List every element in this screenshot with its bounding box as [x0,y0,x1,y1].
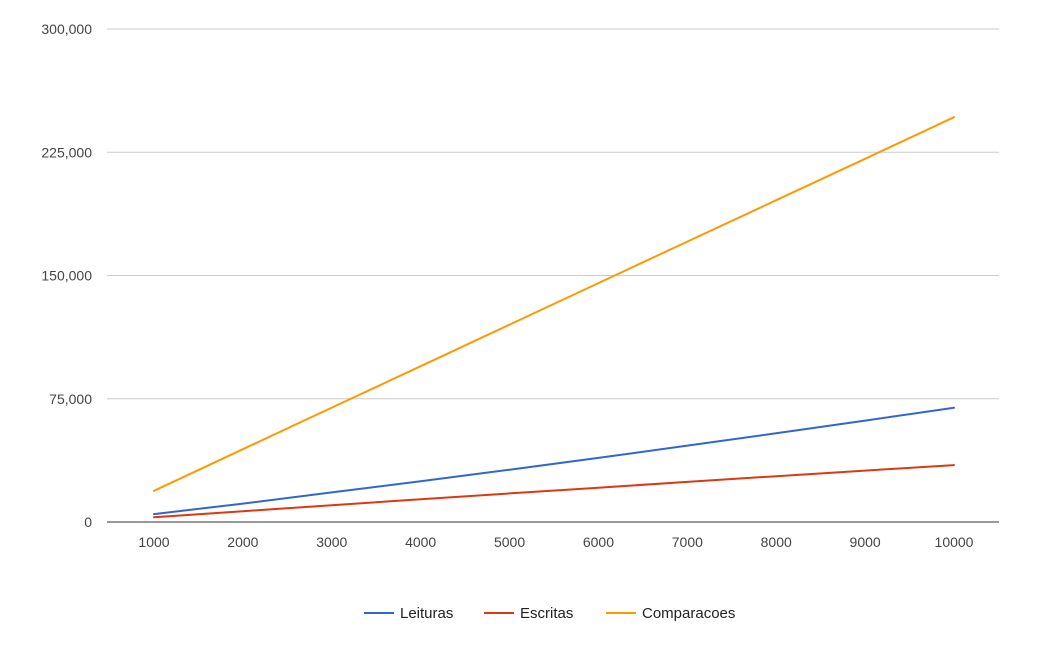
series-lines [153,116,955,519]
tick-labels: 0 75,000 150,000 225,000 300,000 1000 2000 3000… [41,21,973,550]
x-tick-label: 5000 [494,534,525,550]
legend-item-leituras[interactable]: Leituras [364,605,453,622]
x-tick-label: 9000 [850,534,881,550]
y-tick-label: 300,000 [41,21,92,37]
x-tick-label: 10000 [935,534,974,550]
legend-item-comparacoes[interactable]: Comparacoes [606,605,735,622]
x-tick-label: 6000 [583,534,614,550]
x-tick-label: 1000 [138,534,169,550]
legend-label: Escritas [520,605,573,622]
y-tick-label: 0 [84,514,92,530]
legend-item-escritas[interactable]: Escritas [484,605,573,622]
x-tick-label: 3000 [316,534,347,550]
x-tick-label: 8000 [761,534,792,550]
gridlines [107,28,999,400]
y-tick-label: 225,000 [41,144,92,160]
y-tick-label: 150,000 [41,268,92,284]
y-tick-label: 75,000 [49,391,92,407]
x-tick-label: 2000 [227,534,258,550]
x-tick-label: 7000 [672,534,703,550]
series-line-escritas [153,464,955,519]
x-tick-label: 4000 [405,534,436,550]
series-line-comparacoes [153,116,955,492]
legend[interactable]: Leituras Escritas Comparacoes [364,605,735,622]
legend-label: Leituras [400,605,453,622]
legend-label: Comparacoes [642,605,735,622]
series-line-leituras [153,406,955,516]
